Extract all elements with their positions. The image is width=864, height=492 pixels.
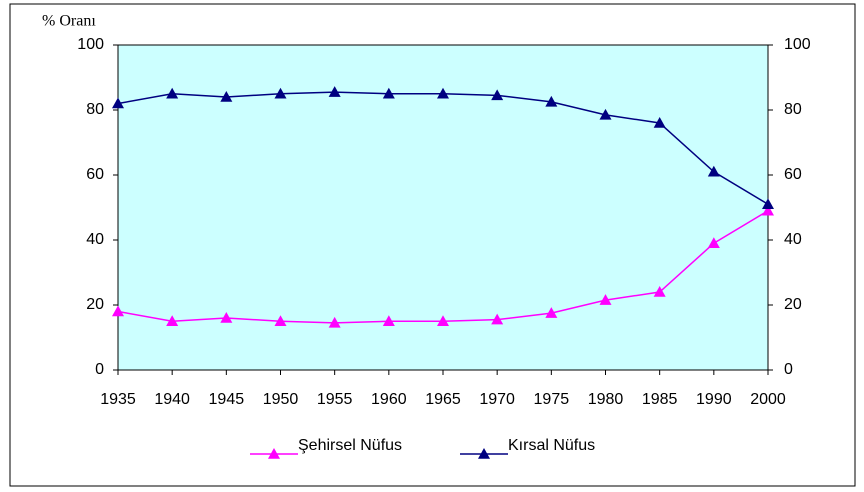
marker (220, 91, 233, 102)
y-tick-label: 20 (86, 296, 104, 313)
marker (382, 87, 395, 99)
marker (274, 315, 287, 327)
marker (437, 315, 449, 327)
x-tick-label: 1945 (209, 391, 245, 408)
y-tick-label: 100 (77, 36, 104, 53)
x-tick-label: 1950 (263, 391, 299, 408)
x-tick-label: 1965 (425, 391, 461, 408)
marker (762, 198, 774, 210)
x-tick-label: 1970 (479, 391, 515, 408)
x-tick-label: 1990 (696, 391, 732, 408)
marker (545, 307, 558, 318)
marker (328, 86, 341, 97)
marker (762, 204, 774, 216)
y2-tick-label: 60 (784, 166, 802, 183)
legend-marker (478, 448, 490, 459)
y2-tick-label: 20 (784, 296, 802, 313)
marker (274, 87, 287, 99)
marker (328, 316, 341, 328)
marker (707, 165, 720, 177)
frame (9, 3, 856, 487)
marker (166, 315, 179, 327)
marker (599, 108, 612, 120)
marker (112, 305, 124, 317)
x-tick-label: 1980 (588, 391, 624, 408)
x-tick-label: 1960 (371, 391, 407, 408)
marker (653, 286, 666, 297)
marker (707, 237, 720, 249)
x-tick-label: 1955 (317, 391, 353, 408)
marker (437, 87, 449, 99)
y-axis-title: % Oranı (42, 13, 96, 30)
legend-label: Kırsal Nüfus (508, 437, 595, 454)
marker (599, 294, 612, 305)
y2-tick-label: 100 (784, 36, 811, 53)
x-tick-label: 2000 (750, 391, 786, 408)
marker (220, 312, 233, 323)
x-tick-label: 1935 (100, 391, 136, 408)
marker (166, 87, 179, 99)
legend-label: Şehirsel Nüfus (298, 437, 402, 454)
x-tick-label: 1985 (642, 391, 678, 408)
y-tick-label: 60 (86, 166, 104, 183)
marker (545, 95, 558, 107)
y-tick-label: 80 (86, 101, 104, 118)
marker (491, 89, 504, 101)
x-tick-label: 1975 (534, 391, 570, 408)
y2-tick-label: 40 (784, 231, 802, 248)
y-tick-label: 40 (86, 231, 104, 248)
marker (653, 117, 666, 128)
marker (382, 315, 395, 327)
x-tick-label: 1940 (154, 391, 190, 408)
y2-tick-label: 0 (784, 361, 793, 378)
y2-tick-label: 80 (784, 101, 802, 118)
marker (112, 97, 124, 109)
legend-marker (268, 448, 280, 459)
y-tick-label: 0 (95, 361, 104, 378)
marker (491, 313, 504, 325)
